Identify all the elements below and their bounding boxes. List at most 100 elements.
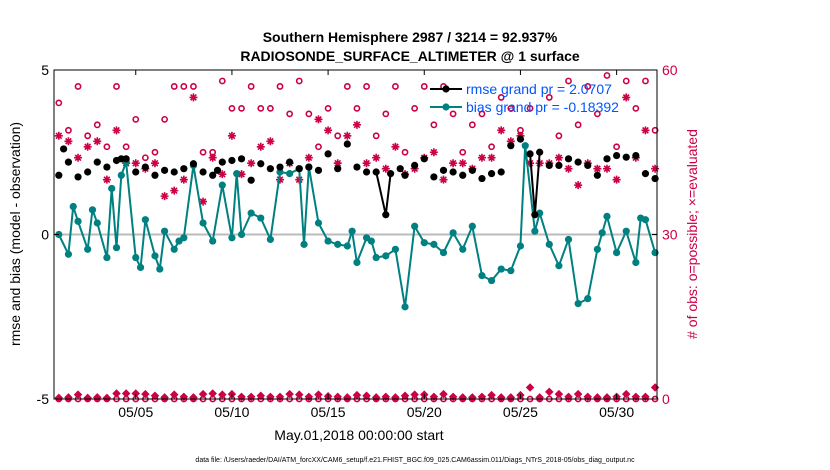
bias-point: [151, 252, 159, 260]
bias-point: [286, 170, 294, 178]
rmse-point: [449, 168, 457, 176]
bias-point: [237, 230, 246, 239]
evaluated-obs-marker: [121, 389, 131, 398]
evaluated-obs-marker: [218, 390, 227, 399]
possible-obs-marker: [507, 104, 515, 112]
evaluated-obs-marker: [208, 389, 217, 398]
evaluated-obs-marker: [112, 389, 121, 398]
evaluated-obs-marker: [477, 153, 486, 162]
rmse-point: [564, 155, 573, 163]
evaluated-obs-marker: [429, 148, 438, 157]
possible-obs-marker: [180, 83, 188, 90]
bias-point: [108, 184, 116, 193]
rmse-point: [247, 176, 255, 184]
evaluated-obs-marker: [131, 389, 140, 398]
bias-point: [64, 250, 73, 258]
rmse-point: [151, 171, 159, 179]
chart-title-line2: RADIOSONDE_SURFACE_ALTIMETER @ 1 surface: [240, 48, 580, 64]
evaluated-obs-marker: [112, 126, 121, 135]
evaluated-obs-marker: [554, 389, 564, 399]
legend: rmse grand pr = 2.0707 bias grand pr = -…: [430, 81, 619, 115]
evaluated-obs-marker: [362, 159, 371, 168]
bias-point: [156, 265, 164, 273]
evaluated-obs-marker: [83, 393, 92, 403]
rmse-point: [430, 173, 438, 181]
plot-area: [54, 72, 660, 403]
evaluated-obs-marker: [497, 126, 506, 135]
bias-point: [247, 209, 255, 217]
evaluated-obs-marker: [593, 164, 602, 173]
possible-obs-marker: [170, 83, 178, 90]
evaluated-obs-marker: [381, 164, 390, 173]
possible-obs-marker: [420, 83, 428, 90]
rmse-point: [555, 161, 563, 170]
rmse-point: [641, 170, 650, 178]
possible-obs-marker: [305, 110, 313, 118]
possible-obs-marker: [430, 121, 438, 129]
possible-obs-marker: [593, 110, 601, 118]
evaluated-obs-marker: [650, 383, 660, 392]
rmse-point: [74, 173, 82, 181]
rmse-point: [439, 166, 448, 174]
chart-title-line1: Southern Hemisphere 2987 / 3214 = 92.937…: [263, 29, 558, 45]
possible-obs-marker: [343, 83, 351, 90]
axes: 05/05 05/10 05/15 05/20 05/25 05/30 -5 0 5 0 30 60: [37, 62, 678, 420]
rmse-point: [189, 160, 198, 168]
rmse-point: [526, 150, 534, 158]
rmse-point: [622, 153, 630, 161]
rmse-point: [353, 163, 361, 171]
bias-point: [84, 245, 92, 253]
evaluated-obs-marker: [651, 164, 660, 173]
evaluated-obs-marker: [247, 159, 256, 168]
bias-point: [459, 245, 467, 253]
evaluated-obs-marker: [102, 175, 111, 184]
possible-obs-marker: [555, 132, 563, 140]
possible-obs-marker: [103, 143, 111, 151]
evaluated-obs-marker: [487, 390, 496, 400]
evaluated-obs-marker: [545, 387, 554, 397]
bias-point: [487, 276, 496, 285]
bias-point: [401, 303, 409, 311]
evaluated-obs-marker: [564, 164, 573, 173]
rmse-point: [536, 148, 544, 156]
bias-point: [382, 252, 390, 260]
x-tick-label: 05/30: [599, 404, 634, 420]
x-tick-label: 05/15: [311, 404, 346, 420]
possible-obs-marker: [565, 77, 572, 85]
possible-obs-marker: [382, 110, 390, 118]
bias-point: [516, 242, 525, 250]
evaluated-obs-marker: [602, 164, 611, 173]
evaluated-obs-marker: [218, 170, 227, 179]
possible-obs-marker: [122, 143, 130, 151]
possible-obs-marker: [266, 104, 274, 112]
bias-point: [141, 216, 149, 224]
rmse-point: [396, 165, 404, 173]
bias-point: [74, 217, 82, 225]
evaluated-obs-marker: [169, 390, 179, 399]
evaluated-obs-marker: [227, 131, 236, 140]
possible-obs-marker: [401, 148, 409, 156]
possible-obs-marker: [190, 83, 197, 90]
rmse-point: [132, 168, 140, 176]
bias-point: [334, 240, 342, 248]
legend-bias-marker: [442, 103, 450, 111]
bias-point: [521, 142, 529, 150]
evaluated-obs-marker: [131, 159, 140, 168]
rmse-point: [478, 174, 486, 183]
bias-point: [353, 258, 361, 267]
bias-point: [199, 219, 207, 227]
bias-point: [257, 214, 265, 222]
rmse-point: [459, 171, 467, 179]
bias-point: [420, 239, 428, 247]
rmse-series-line: [375, 171, 392, 216]
evaluated-obs-marker: [574, 181, 583, 190]
rmse-point: [199, 168, 207, 176]
bias-point: [613, 248, 621, 257]
rmse-point: [286, 158, 294, 166]
evaluated-obs-marker: [372, 153, 381, 162]
bias-point: [132, 253, 140, 262]
possible-obs-marker: [411, 104, 419, 112]
bias-point: [632, 258, 640, 267]
x-tick-label: 05/20: [407, 404, 442, 420]
